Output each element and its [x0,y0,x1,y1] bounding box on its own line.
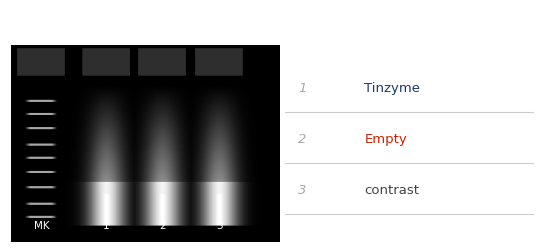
Text: 1: 1 [103,221,110,231]
Text: Effectively improve the RNA transcription in vitro: Effectively improve the RNA transcriptio… [6,10,456,25]
Text: 3: 3 [216,221,223,231]
Text: 2: 2 [298,133,307,146]
Text: Empty: Empty [364,133,407,146]
Text: MK: MK [34,221,49,231]
Text: contrast: contrast [364,184,419,197]
Text: 1: 1 [298,82,307,95]
Text: 3: 3 [298,184,307,197]
Text: Tinzyme: Tinzyme [364,82,420,95]
Text: 2: 2 [159,221,166,231]
